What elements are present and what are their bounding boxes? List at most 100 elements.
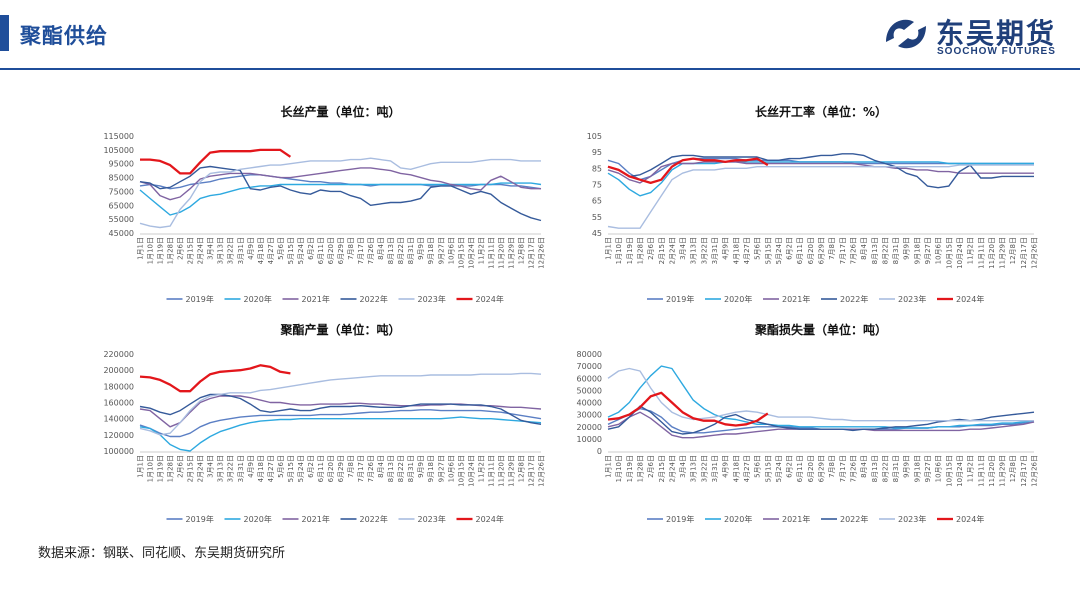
x-tick-label: 1月1日 (137, 237, 145, 260)
x-tick-label: 9月9日 (903, 455, 911, 478)
x-tick-label: 6月20日 (807, 455, 815, 482)
x-tick-label: 6月20日 (807, 237, 815, 264)
y-tick-label: 50000 (577, 386, 602, 395)
x-tick-label: 8月13日 (387, 455, 395, 482)
series-line-2022年 (139, 165, 542, 222)
x-tick-label: 12月26日 (538, 455, 546, 487)
x-tick-label: 6月11日 (796, 455, 804, 482)
x-tick-label: 8月22日 (397, 455, 405, 482)
x-tick-label: 5月6日 (277, 455, 285, 478)
header-divider (0, 68, 1080, 70)
legend-label: 2020年 (244, 294, 272, 304)
x-tick-label: 6月11日 (317, 237, 325, 264)
series-line-2022年 (607, 405, 1035, 435)
x-tick-label: 11月11日 (977, 455, 985, 487)
y-tick-label: 75 (592, 181, 602, 190)
x-tick-label: 6月29日 (818, 237, 826, 264)
x-tick-label: 6月11日 (317, 455, 325, 482)
legend-label: 2020年 (244, 514, 272, 524)
x-tick-label: 9月27日 (924, 455, 932, 482)
x-tick-label: 9月18日 (913, 455, 921, 482)
x-tick-label: 11月29日 (507, 455, 515, 487)
x-tick-label: 6月20日 (327, 237, 335, 264)
y-tick-label: 45 (592, 229, 602, 238)
x-tick-label: 1月10日 (147, 455, 155, 482)
x-tick-label: 10月24日 (956, 237, 964, 269)
x-tick-label: 12月26日 (538, 237, 546, 269)
series-line-2022年 (607, 153, 1034, 189)
x-tick-label: 3月22日 (700, 455, 708, 482)
x-tick-label: 12月8日 (1009, 237, 1017, 264)
x-tick-label: 9月27日 (924, 237, 932, 264)
x-tick-label: 5月15日 (764, 237, 772, 264)
x-tick-label: 12月26日 (1031, 237, 1039, 269)
x-tick-label: 1月28日 (636, 237, 644, 264)
x-tick-label: 5月24日 (297, 237, 305, 264)
x-tick-label: 3月22日 (227, 237, 235, 264)
x-tick-label: 8月22日 (881, 237, 889, 264)
x-tick-label: 1月10日 (147, 237, 155, 264)
x-tick-label: 7月17日 (839, 237, 847, 264)
x-tick-label: 8月13日 (387, 237, 395, 264)
y-tick-label: 80000 (577, 350, 602, 359)
x-tick-label: 3月31日 (237, 455, 245, 482)
x-tick-label: 2月24日 (668, 237, 676, 264)
x-tick-label: 2月6日 (177, 455, 185, 478)
x-tick-label: 11月29日 (507, 237, 515, 269)
x-tick-label: 9月18日 (427, 455, 435, 482)
y-tick-label: 85000 (109, 174, 134, 183)
y-tick-label: 60000 (577, 374, 602, 383)
x-tick-label: 8月31日 (892, 455, 900, 482)
x-tick-label: 1月28日 (167, 455, 175, 482)
x-tick-label: 4月18日 (732, 237, 740, 264)
x-tick-label: 3月4日 (207, 237, 215, 260)
legend-label: 2024年 (476, 514, 504, 524)
title-accent-bar (0, 15, 9, 51)
x-tick-label: 8月4日 (860, 237, 868, 260)
x-tick-label: 11月29日 (999, 455, 1007, 487)
series-line-2023年 (607, 164, 1034, 229)
x-tick-label: 3月4日 (207, 455, 215, 478)
x-tick-label: 6月20日 (327, 455, 335, 482)
legend-label: 2024年 (956, 294, 984, 304)
x-tick-label: 2月24日 (197, 455, 205, 482)
y-tick-label: 105000 (103, 146, 134, 155)
x-tick-label: 10月15日 (945, 455, 953, 487)
x-tick-label: 7月8日 (347, 237, 355, 260)
x-tick-label: 9月27日 (437, 455, 445, 482)
x-tick-label: 8月31日 (407, 455, 415, 482)
x-tick-label: 7月17日 (839, 455, 847, 482)
logo-chinese-text: 东吴期货 (936, 17, 1057, 50)
y-tick-label: 75000 (109, 187, 134, 196)
x-tick-label: 5月24日 (297, 455, 305, 482)
x-tick-label: 5月6日 (754, 455, 762, 478)
y-tick-label: 0 (597, 447, 602, 456)
x-tick-label: 12月8日 (517, 237, 525, 264)
x-tick-label: 12月26日 (1031, 455, 1039, 487)
x-tick-label: 1月19日 (626, 237, 634, 264)
x-tick-label: 11月20日 (988, 455, 996, 487)
chart-title: 长丝产量（单位：吨） (280, 104, 400, 119)
x-tick-label: 1月19日 (157, 237, 165, 264)
x-tick-label: 7月26日 (849, 237, 857, 264)
y-tick-label: 160000 (103, 399, 134, 408)
chart-svg: 聚酯损失量（单位：吨） 80000 70000 60000 50000 40000 3000… (577, 322, 1039, 524)
x-tick-label: 5月6日 (754, 237, 762, 260)
legend-label: 2020年 (724, 514, 752, 524)
x-tick-label: 8月22日 (881, 455, 889, 482)
logo-english-text: SOOCHOW FUTURES (937, 46, 1056, 57)
x-tick-label: 2月15日 (187, 237, 195, 264)
x-tick-label: 5月15日 (287, 237, 295, 264)
x-tick-label: 6月29日 (337, 237, 345, 264)
x-tick-label: 12月17日 (527, 237, 535, 269)
x-tick-label: 7月17日 (357, 455, 365, 482)
x-tick-label: 6月29日 (337, 455, 345, 482)
x-tick-label: 3月13日 (690, 237, 698, 264)
chart-title: 长丝开工率（单位：%） (755, 104, 887, 119)
x-tick-label: 4月27日 (267, 237, 275, 264)
x-tick-label: 2月24日 (668, 455, 676, 482)
x-tick-label: 3月13日 (690, 455, 698, 482)
x-tick-label: 11月20日 (988, 237, 996, 269)
x-tick-label: 4月18日 (257, 455, 265, 482)
